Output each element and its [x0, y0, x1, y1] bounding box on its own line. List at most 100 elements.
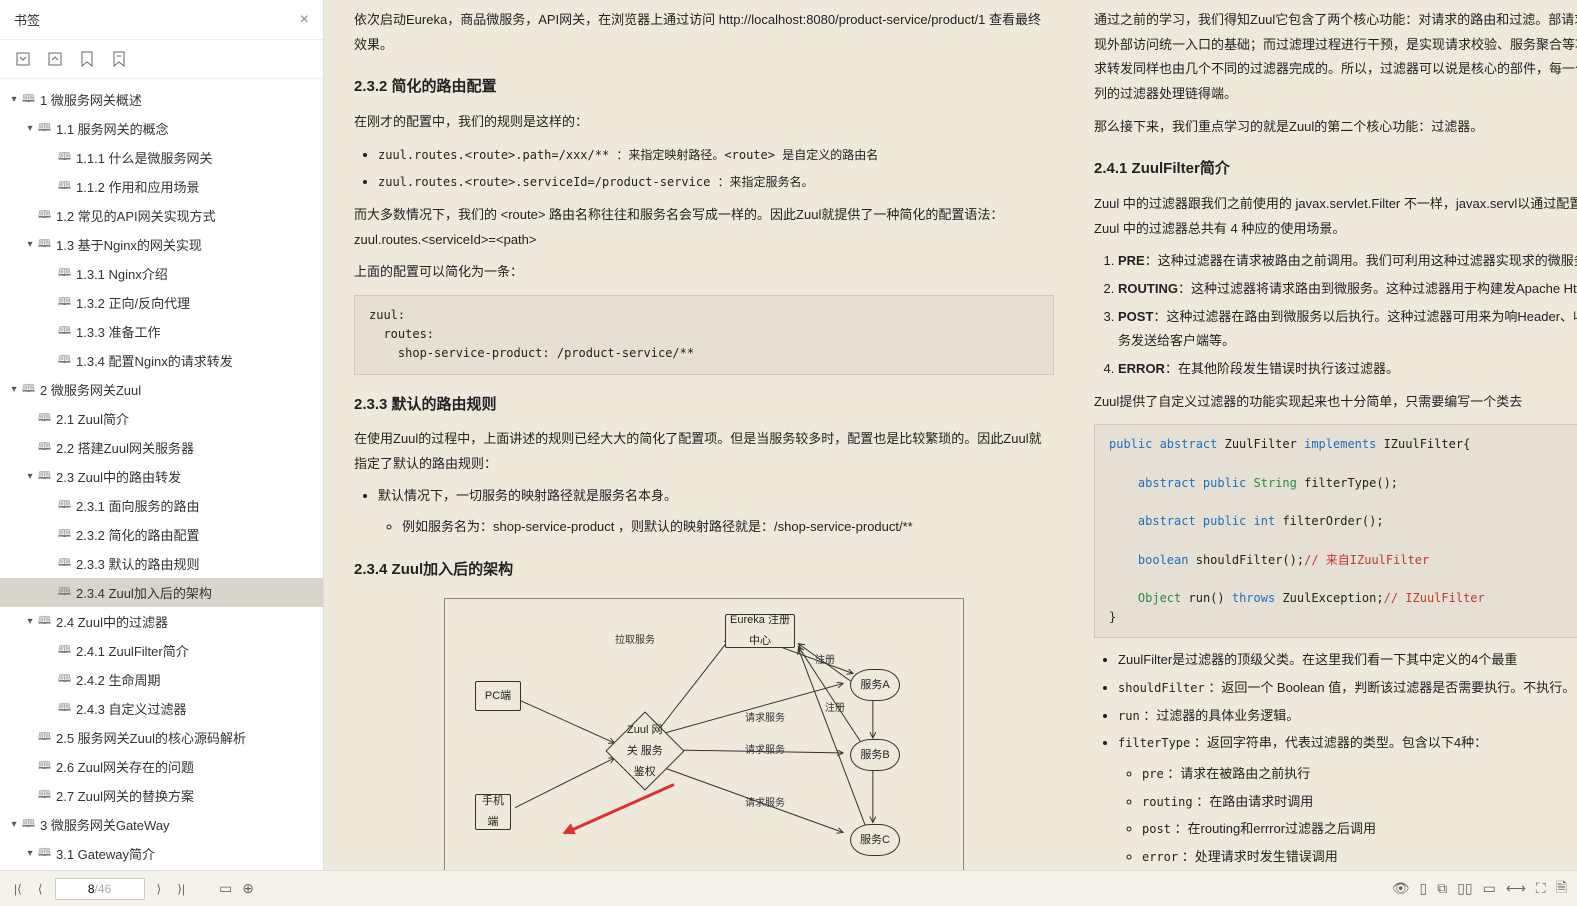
bookmark-page-icon: 🕮	[38, 409, 52, 428]
list-item: POST：这种过滤器在路由到微服务以后执行。这种过滤器可用来为响Header、收…	[1118, 305, 1577, 354]
continuous-icon[interactable]: ⧉	[1437, 880, 1447, 897]
bookmark-item[interactable]: 🕮1.3.1 Nginx介绍	[0, 259, 323, 288]
bookmark-item[interactable]: 🕮2.4.2 生命周期	[0, 665, 323, 694]
bookmark-item[interactable]: 🕮2.6 Zuul网关存在的问题	[0, 752, 323, 781]
list-item: pre ：请求在被路由之前执行	[1142, 762, 1577, 787]
bookmark-page-icon: 🕮	[58, 351, 72, 370]
tree-caret-icon[interactable]: ▾	[8, 94, 20, 105]
bookmark-page-icon: 🕮	[58, 525, 72, 544]
paragraph: Zuul提供了自定义过滤器的功能实现起来也十分简单，只需要编写一个类去	[1094, 390, 1577, 415]
tree-caret-icon[interactable]: ▾	[24, 616, 36, 627]
fit-width-icon[interactable]: ⟷	[1506, 880, 1526, 897]
sidebar-title: 书签	[14, 10, 40, 29]
bookmark-page-icon: 🕮	[38, 728, 52, 747]
view-mode-icon[interactable]: 👁	[1392, 880, 1410, 897]
code-block: zuul: routes: shop-service-product: /pro…	[354, 295, 1054, 375]
tree-caret-icon[interactable]: ▾	[8, 384, 20, 395]
paragraph: 在使用Zuul的过程中，上面讲述的规则已经大大的简化了配置项。但是当服务较多时，…	[354, 427, 1054, 476]
bookmark-label: 1.3.1 Nginx介绍	[76, 264, 168, 283]
bookmark-label: 3 微服务网关GateWay	[40, 815, 170, 834]
bookmark-page-icon: 🕮	[38, 612, 52, 631]
bookmark-item[interactable]: 🕮2.3.1 面向服务的路由	[0, 491, 323, 520]
read-mode-icon[interactable]: ▭	[1483, 880, 1496, 897]
bookmark-page-icon: 🕮	[38, 844, 52, 863]
list-item: zuul.routes.<route>.serviceId=/product-s…	[378, 170, 1054, 195]
collapse-all-icon[interactable]	[46, 50, 64, 68]
bookmark-item[interactable]: 🕮2.4.3 自定义过滤器	[0, 694, 323, 723]
bookmark-item[interactable]: ▾🕮2.3 Zuul中的路由转发	[0, 462, 323, 491]
bookmark-tree: ▾🕮1 微服务网关概述▾🕮1.1 服务网关的概念🕮1.1.1 什么是微服务网关🕮…	[0, 79, 323, 906]
bookmark-item[interactable]: ▾🕮1.3 基于Nginx的网关实现	[0, 230, 323, 259]
diagram-label: 注册	[815, 651, 835, 670]
diagram-node-eureka: Eureka 注册中心	[725, 614, 795, 648]
paragraph: 上面的配置可以简化为一条：	[354, 260, 1054, 285]
bookmark-item[interactable]: ▾🕮1.1 服务网关的概念	[0, 114, 323, 143]
bookmark-label: 2.6 Zuul网关存在的问题	[56, 757, 194, 776]
bookmark-item[interactable]: 🕮1.1.2 作用和应用场景	[0, 172, 323, 201]
page-icon[interactable]: 🗎	[1556, 877, 1567, 901]
last-page-button[interactable]: ⟩|	[173, 878, 189, 900]
bookmark-item[interactable]: ▾🕮2.4 Zuul中的过滤器	[0, 607, 323, 636]
bookmark-item[interactable]: 🕮2.3.3 默认的路由规则	[0, 549, 323, 578]
bookmark-item[interactable]: 🕮2.4.1 ZuulFilter简介	[0, 636, 323, 665]
bookmark-ribbon-icon[interactable]	[110, 50, 128, 68]
bookmark-page-icon: 🕮	[58, 264, 72, 283]
bookmark-item[interactable]: 🕮1.3.2 正向/反向代理	[0, 288, 323, 317]
bookmark-item[interactable]: 🕮2.7 Zuul网关的替换方案	[0, 781, 323, 810]
tree-caret-icon[interactable]: ▾	[8, 819, 20, 830]
bookmark-page-icon: 🕮	[38, 119, 52, 138]
tree-caret-icon[interactable]: ▾	[24, 239, 36, 250]
close-icon[interactable]: ×	[300, 11, 309, 29]
two-page-icon[interactable]: ▯▯	[1457, 880, 1472, 897]
tree-caret-icon[interactable]: ▾	[24, 848, 36, 859]
bookmark-label: 1.3.3 准备工作	[76, 322, 161, 341]
expand-all-icon[interactable]	[14, 50, 32, 68]
bookmark-label: 2.5 服务网关Zuul的核心源码解析	[56, 728, 246, 747]
diagram-node-zuul: Zuul 网关 服务鉴权	[605, 712, 684, 791]
list-item: zuul.routes.<route>.path=/xxx/** ：来指定映射路…	[378, 143, 1054, 168]
bookmark-icon[interactable]	[78, 50, 96, 68]
bookmark-item[interactable]: 🕮2.3.4 Zuul加入后的架构	[0, 578, 323, 607]
first-page-button[interactable]: |⟨	[10, 878, 26, 900]
bookmark-item[interactable]: 🕮2.5 服务网关Zuul的核心源码解析	[0, 723, 323, 752]
list-item: 例如服务名为：shop-service-product ，则默认的映射路径就是：…	[402, 515, 1054, 540]
bookmark-item[interactable]: ▾🕮3 微服务网关GateWay	[0, 810, 323, 839]
bookmark-item[interactable]: 🕮2.2 搭建Zuul网关服务器	[0, 433, 323, 462]
heading-232: 2.3.2 简化的路由配置	[354, 73, 1054, 102]
paragraph: 依次启动Eureka，商品微服务，API网关，在浏览器上通过访问 http://…	[354, 8, 1054, 57]
page-number-input[interactable]: 8/46	[55, 878, 145, 900]
bookmark-item[interactable]: ▾🕮2 微服务网关Zuul	[0, 375, 323, 404]
list-item: ERROR：在其他阶段发生错误时执行该过滤器。	[1118, 357, 1577, 382]
page-right: 通过之前的学习，我们得知Zuul它包含了两个核心功能：对请求的路由和过滤。部请求…	[1094, 0, 1577, 906]
bookmark-item[interactable]: 🕮2.3.2 简化的路由配置	[0, 520, 323, 549]
bookmark-page-icon: 🕮	[38, 786, 52, 805]
bookmark-item[interactable]: 🕮2.1 Zuul简介	[0, 404, 323, 433]
next-page-button[interactable]: ⟩	[153, 878, 166, 900]
page-add-icon[interactable]: ⊕	[242, 880, 254, 897]
tree-caret-icon[interactable]: ▾	[24, 471, 36, 482]
bookmark-label: 1.1.1 什么是微服务网关	[76, 148, 213, 167]
page-view-icon[interactable]: ▭	[219, 880, 232, 897]
paragraph: 在刚才的配置中，我们的规则是这样的：	[354, 110, 1054, 135]
tree-caret-icon[interactable]: ▾	[24, 123, 36, 134]
bookmark-item[interactable]: ▾🕮3.1 Gateway简介	[0, 839, 323, 868]
prev-page-button[interactable]: ⟨	[34, 878, 47, 900]
list-item: ROUTING：这种过滤器将请求路由到微服务。这种过滤器用于构建发Apache …	[1118, 277, 1577, 302]
bookmark-item[interactable]: 🕮1.3.3 准备工作	[0, 317, 323, 346]
bookmark-page-icon: 🕮	[58, 554, 72, 573]
bookmark-label: 2.7 Zuul网关的替换方案	[56, 786, 194, 805]
bookmark-item[interactable]: ▾🕮1 微服务网关概述	[0, 85, 323, 114]
fullscreen-icon[interactable]: ⛶	[1536, 880, 1546, 897]
bookmark-page-icon: 🕮	[22, 815, 36, 834]
single-page-icon[interactable]: ▯	[1419, 880, 1427, 897]
diagram-node-svc-a: 服务A	[850, 669, 900, 701]
bookmark-label: 2.4.2 生命周期	[76, 670, 161, 689]
bookmark-item[interactable]: 🕮1.3.4 配置Nginx的请求转发	[0, 346, 323, 375]
list-item: 默认情况下，一切服务的映射路径就是服务名本身。	[378, 484, 1054, 509]
bookmarks-sidebar: 书签 × ▾🕮1 微服务网关概述▾🕮1.1 服务网关的概念🕮1.1.1 什么是微…	[0, 0, 324, 906]
bookmark-item[interactable]: 🕮1.2 常见的API网关实现方式	[0, 201, 323, 230]
document-viewport[interactable]: 依次启动Eureka，商品微服务，API网关，在浏览器上通过访问 http://…	[324, 0, 1577, 906]
bookmark-item[interactable]: 🕮1.1.1 什么是微服务网关	[0, 143, 323, 172]
bookmark-label: 1 微服务网关概述	[40, 90, 142, 109]
bookmark-label: 2.3.2 简化的路由配置	[76, 525, 200, 544]
